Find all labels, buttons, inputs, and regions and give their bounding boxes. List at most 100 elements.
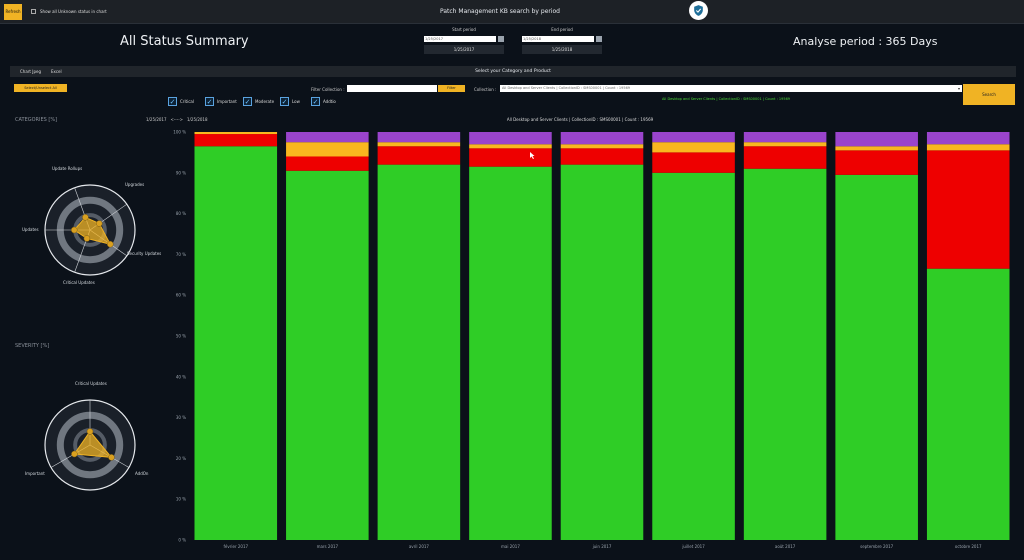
bar-segment[interactable] xyxy=(926,268,1010,540)
moderate-checkbox[interactable]: ✓ Moderate xyxy=(243,97,274,106)
collection-select-value: All Desktop and Server Clients | Collect… xyxy=(502,86,631,90)
radar-point[interactable] xyxy=(71,450,78,458)
x-tick-label: mai 2017 xyxy=(501,544,520,549)
refresh-button[interactable]: Refresh xyxy=(4,4,22,20)
bar-segment[interactable] xyxy=(835,146,918,151)
collection-select[interactable]: All Desktop and Server Clients | Collect… xyxy=(500,85,962,92)
chart-title: All Desktop and Server Clients | Collect… xyxy=(506,117,654,122)
radar-point[interactable] xyxy=(83,235,91,242)
radar-point[interactable] xyxy=(82,214,89,221)
bar-segment[interactable] xyxy=(835,150,918,175)
checkmark-icon[interactable]: ✓ xyxy=(243,97,252,106)
bar-segment[interactable] xyxy=(377,142,461,147)
radar-point[interactable] xyxy=(108,454,115,461)
filter-collection-input[interactable] xyxy=(347,85,437,92)
bar-segment[interactable] xyxy=(286,142,369,157)
checkmark-icon[interactable]: ✓ xyxy=(311,97,320,106)
bar-segment[interactable] xyxy=(835,132,918,147)
y-tick-label: 20 % xyxy=(176,456,186,461)
filter-button[interactable]: Filter xyxy=(438,85,465,92)
low-checkbox[interactable]: ✓ Low xyxy=(280,97,300,106)
bar-segment[interactable] xyxy=(560,144,644,149)
radar-label: AddOn xyxy=(135,471,149,476)
bar-segment[interactable] xyxy=(835,174,918,540)
radar-label: Updates xyxy=(22,227,39,232)
radar-label: Critical Updates xyxy=(75,381,107,386)
excel-menu[interactable]: Excel xyxy=(51,69,62,74)
radar-label: Security Updates xyxy=(127,251,161,256)
x-tick-label: juillet 2017 xyxy=(681,544,705,549)
start-date-input[interactable]: 1/25/2017 xyxy=(424,36,496,42)
addtio-checkbox[interactable]: ✓ Addtio xyxy=(311,97,336,106)
bar-segment[interactable] xyxy=(652,152,735,173)
radar-point[interactable] xyxy=(95,220,103,227)
search-button[interactable]: Search xyxy=(963,84,1015,105)
bar-segment[interactable] xyxy=(560,132,644,145)
bar-segment[interactable] xyxy=(926,150,1010,269)
bar-segment[interactable] xyxy=(560,164,644,540)
severity-label: Low xyxy=(292,99,300,104)
bar-segment[interactable] xyxy=(926,144,1010,151)
critical-checkbox[interactable]: ✓ Critical xyxy=(168,97,194,106)
calendar-icon[interactable] xyxy=(596,36,602,42)
categories-radar-chart: Update Rollups Upgrades Security Updates Cr… xyxy=(22,166,161,285)
bar-segment[interactable] xyxy=(926,132,1010,145)
bar-segment[interactable] xyxy=(377,146,461,165)
bar-segment[interactable] xyxy=(652,142,735,153)
categories-panel-label: CATEGORIES [%] xyxy=(15,117,58,123)
bar-segment[interactable] xyxy=(286,156,369,171)
x-tick-label: août 2017 xyxy=(775,544,796,549)
show-unknown-checkbox[interactable] xyxy=(31,9,36,14)
checkmark-icon[interactable]: ✓ xyxy=(205,97,214,106)
chevron-down-icon[interactable]: ▾ xyxy=(957,86,960,91)
collection-label: Collection : xyxy=(474,87,497,92)
bar-segment[interactable] xyxy=(377,164,461,540)
bar-segment[interactable] xyxy=(560,148,644,165)
bar-segment[interactable] xyxy=(469,148,552,167)
analyse-period: Analyse period : 365 Days xyxy=(793,35,938,48)
y-tick-label: 70 % xyxy=(176,252,186,257)
bar-segment[interactable] xyxy=(652,132,735,143)
y-tick-label: 0 % xyxy=(178,538,186,543)
y-tick-label: 50 % xyxy=(176,334,186,339)
severity-radar-chart: Critical Updates AddOn Important xyxy=(25,381,149,491)
x-tick-label: juin 2017 xyxy=(592,544,612,549)
bar-segment[interactable] xyxy=(743,142,827,147)
select-all-button[interactable]: Select/Unselect All xyxy=(14,84,67,92)
radar-point[interactable] xyxy=(86,428,94,435)
bar-segment[interactable] xyxy=(286,132,369,143)
filter-collection-label: Filter Collection : xyxy=(311,87,345,92)
range-to: 1/25/2018 xyxy=(187,117,208,122)
calendar-icon[interactable] xyxy=(498,36,504,42)
end-date-input[interactable]: 1/25/2018 xyxy=(522,36,594,42)
bar-segment[interactable] xyxy=(286,170,369,540)
mouse-cursor-icon xyxy=(530,152,535,159)
x-tick-label: avril 2017 xyxy=(409,544,430,549)
bar-segment[interactable] xyxy=(377,132,461,143)
radar-area xyxy=(73,430,113,458)
bar-segment[interactable] xyxy=(194,134,278,147)
show-unknown-label: Show all Unknown status in chart xyxy=(40,9,107,14)
bar-segment[interactable] xyxy=(743,168,827,540)
bar-segment[interactable] xyxy=(469,166,552,540)
bar-segment[interactable] xyxy=(469,144,552,149)
radar-label: Update Rollups xyxy=(52,166,82,171)
radar-point[interactable] xyxy=(71,226,78,234)
radar-point[interactable] xyxy=(107,240,114,248)
bar-segment[interactable] xyxy=(743,132,827,143)
checkmark-icon[interactable]: ✓ xyxy=(280,97,289,106)
bar-segment[interactable] xyxy=(743,146,827,169)
y-tick-label: 90 % xyxy=(176,170,186,175)
y-tick-label: 80 % xyxy=(176,211,186,216)
bar-segment[interactable] xyxy=(194,132,278,135)
important-checkbox[interactable]: ✓ Important xyxy=(205,97,237,106)
end-period-group: End period 1/25/2018 1/25/2018 xyxy=(522,27,602,54)
severity-label: Addtio xyxy=(323,99,336,104)
range-arrow: <----> xyxy=(170,117,183,122)
chart-jpeg-menu[interactable]: Chart Jpeg xyxy=(20,69,41,74)
bar-segment[interactable] xyxy=(652,172,735,541)
show-unknown-toggle[interactable]: Show all Unknown status in chart xyxy=(31,9,107,14)
bar-segment[interactable] xyxy=(469,132,552,145)
bar-segment[interactable] xyxy=(194,146,278,540)
checkmark-icon[interactable]: ✓ xyxy=(168,97,177,106)
